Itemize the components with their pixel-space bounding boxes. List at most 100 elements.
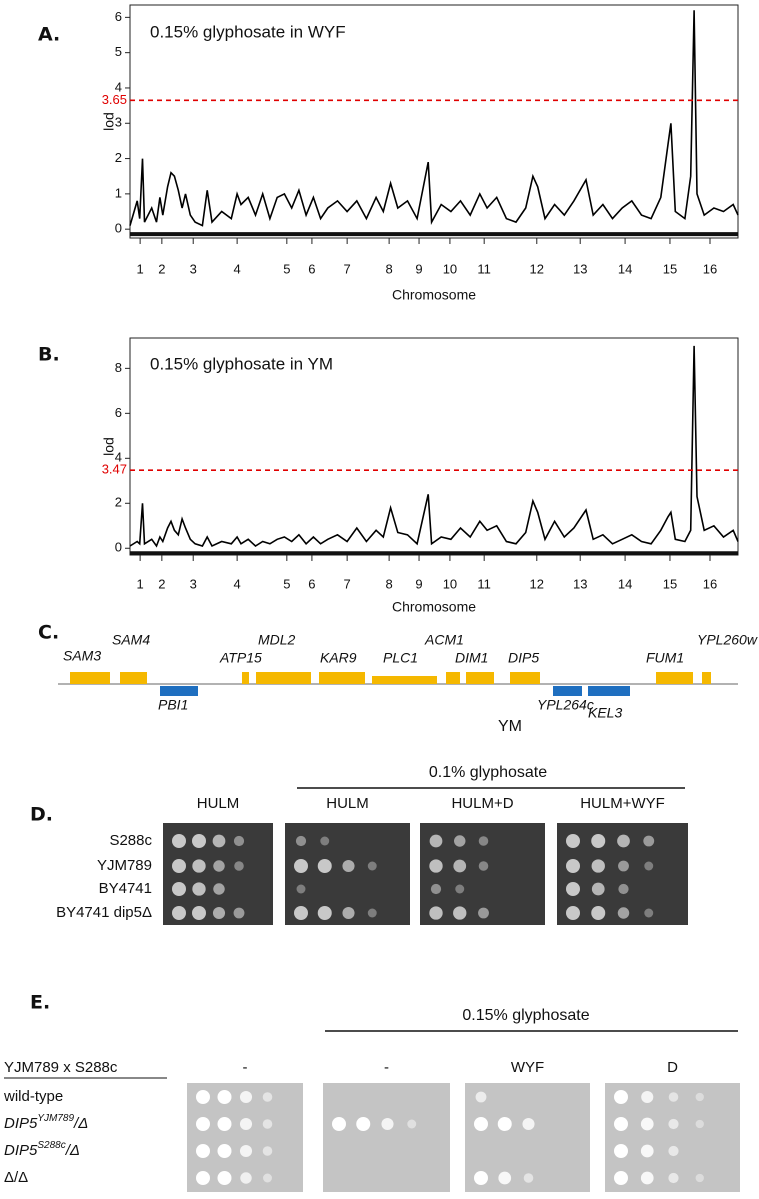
x-tick-label: 2 (158, 576, 165, 591)
colony-spot (618, 883, 629, 895)
colony-spot (294, 859, 308, 873)
colony-spot (320, 836, 330, 846)
x-tick-label: 2 (158, 261, 165, 276)
colony-spot (668, 1118, 679, 1130)
gene-box (466, 672, 494, 684)
colony-spot (262, 1146, 273, 1156)
colony-spot (614, 1171, 628, 1185)
x-tick-label: 4 (234, 576, 241, 591)
colony-spot (695, 1119, 704, 1129)
x-tick-label: 1 (137, 261, 144, 276)
gene-label: DIP5 (508, 650, 539, 666)
x-tick-label: 16 (703, 261, 717, 276)
colony-spot (474, 1117, 488, 1131)
x-tick-label: 7 (344, 576, 351, 591)
y-tick-label: 4 (115, 450, 122, 465)
media-label: HULM+WYF (580, 795, 665, 812)
colony-spot (429, 906, 443, 920)
gene-name: DIP5 (4, 1142, 38, 1159)
genotype-suffix: /Δ (65, 1142, 80, 1159)
condition-label: 0.15% glyphosate (462, 1007, 589, 1024)
colony-spot (172, 882, 186, 896)
gene-label: ATP15 (219, 650, 262, 666)
gene-box (70, 672, 110, 684)
gene-label: SAM4 (112, 632, 150, 648)
colony-spot (217, 1117, 232, 1131)
colony-spot (196, 1090, 210, 1104)
colony-spot (614, 1117, 628, 1131)
colony-spot (523, 1173, 534, 1183)
colony-spot (213, 883, 225, 895)
y-tick-label: 2 (115, 495, 122, 510)
gene-box (588, 686, 630, 696)
colony-spot (367, 908, 377, 918)
colony-spot (262, 1119, 273, 1129)
media-label: HULM+D (451, 795, 513, 812)
gene-box (656, 672, 693, 684)
gene-label: PLC1 (383, 650, 418, 666)
colony-spot (381, 1117, 394, 1131)
colony-spot (478, 907, 489, 919)
gene-box (256, 672, 311, 684)
media-label: WYF (511, 1059, 544, 1076)
gene-box (160, 686, 198, 696)
colony-spot (262, 1092, 273, 1102)
colony-spot (566, 859, 580, 873)
allele: S288c (37, 1140, 65, 1151)
y-tick-label: 8 (115, 360, 122, 375)
colony-spot (192, 906, 206, 920)
y-tick-label: 2 (115, 150, 122, 165)
colony-spot (196, 1171, 210, 1185)
colony-spot (617, 834, 630, 848)
strain-name: BY4741 (99, 880, 152, 897)
colony-spot (429, 834, 443, 848)
colony-spot (342, 906, 355, 920)
gene-box (510, 672, 540, 684)
y-axis-title: lod (101, 112, 117, 131)
media-label: - (243, 1059, 248, 1076)
x-tick-label: 3 (190, 576, 197, 591)
colony-spot (367, 861, 377, 871)
gene-label: FUM1 (646, 650, 684, 666)
strain-name: BY4741 dip5Δ (56, 904, 152, 921)
x-tick-label: 14 (618, 576, 632, 591)
gene-box (446, 672, 460, 684)
colony-spot (263, 1173, 272, 1183)
colony-spot (618, 860, 629, 872)
x-tick-label: 8 (386, 576, 393, 591)
x-axis-title: Chromosome (392, 599, 476, 615)
panel-label: D. (30, 804, 53, 826)
colony-spot (429, 859, 443, 873)
panel-label: B. (38, 344, 60, 366)
genotype: wild-type (3, 1088, 63, 1105)
colony-spot (591, 859, 605, 873)
gene-label: MDL2 (258, 632, 296, 648)
media-label: HULM (326, 795, 369, 812)
colony-spot (474, 1171, 488, 1185)
gene-box (372, 676, 437, 684)
colony-spot (407, 1119, 417, 1129)
colony-spot (668, 1092, 679, 1102)
allele: YJM789 (37, 1113, 74, 1124)
x-tick-label: 13 (573, 576, 587, 591)
gene-box (702, 672, 711, 684)
colony-spot (239, 1117, 253, 1131)
chart-title: 0.15% glyphosate in WYF (150, 22, 346, 41)
colony-spot (566, 882, 580, 896)
colony-spot (342, 859, 355, 873)
x-tick-label: 11 (477, 576, 491, 591)
x-tick-label: 10 (443, 261, 457, 276)
colony-spot (234, 861, 244, 871)
genotype: DIP5S288c/Δ (4, 1140, 80, 1159)
colony-spot (640, 1117, 654, 1131)
y-tick-label: 1 (115, 185, 122, 200)
x-tick-label: 1 (137, 576, 144, 591)
y-tick-label: 4 (115, 79, 122, 94)
x-tick-label: 11 (477, 261, 491, 276)
genotype: Δ/Δ (4, 1169, 28, 1186)
x-tick-label: 6 (308, 576, 315, 591)
colony-spot (591, 882, 605, 896)
gene-label: DIM1 (455, 650, 488, 666)
gene-label: KAR9 (320, 650, 357, 666)
